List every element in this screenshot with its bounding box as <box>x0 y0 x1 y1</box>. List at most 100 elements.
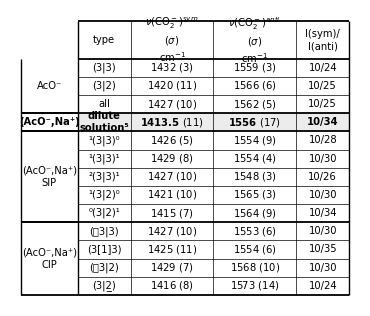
Bar <box>78 222 131 240</box>
Bar <box>131 186 213 204</box>
Text: type: type <box>93 35 115 45</box>
Text: 10/25: 10/25 <box>308 99 337 109</box>
Bar <box>213 258 296 277</box>
Bar <box>131 131 213 149</box>
Bar <box>213 131 296 149</box>
Text: AcO⁻: AcO⁻ <box>37 81 62 91</box>
Bar <box>213 168 296 186</box>
Text: 1427 $\mathit{(10)}$: 1427 $\mathit{(10)}$ <box>147 225 197 238</box>
Text: 1573 $\mathit{(14)}$: 1573 $\mathit{(14)}$ <box>230 279 280 292</box>
Text: 1553 $\mathit{(6)}$: 1553 $\mathit{(6)}$ <box>233 225 277 238</box>
Text: 1426 $\mathit{(5)}$: 1426 $\mathit{(5)}$ <box>150 134 194 147</box>
Text: 1565 $\mathit{(3)}$: 1565 $\mathit{(3)}$ <box>233 188 277 202</box>
Text: 10/30: 10/30 <box>309 154 337 164</box>
Bar <box>213 95 296 113</box>
Bar <box>78 258 131 277</box>
Text: (AcO⁻,Na⁺): (AcO⁻,Na⁺) <box>19 117 80 127</box>
Bar <box>213 186 296 204</box>
Bar <box>78 277 131 295</box>
Bar <box>213 240 296 258</box>
Bar <box>296 131 349 149</box>
Bar <box>296 186 349 204</box>
Text: ¹(3|2)⁰: ¹(3|2)⁰ <box>88 190 120 200</box>
Bar <box>131 95 213 113</box>
Text: 1427 $\mathit{(10)}$: 1427 $\mathit{(10)}$ <box>147 170 197 183</box>
Bar <box>296 168 349 186</box>
Text: 10/30: 10/30 <box>309 226 337 236</box>
Bar <box>213 277 296 295</box>
Bar <box>131 77 213 95</box>
Bar <box>296 258 349 277</box>
Text: 1562 $\mathit{(5)}$: 1562 $\mathit{(5)}$ <box>233 98 277 111</box>
Text: 1427 $\mathit{(10)}$: 1427 $\mathit{(10)}$ <box>147 98 197 111</box>
Text: 1420 $\mathit{(11)}$: 1420 $\mathit{(11)}$ <box>147 79 197 93</box>
Text: 1566 $\mathit{(6)}$: 1566 $\mathit{(6)}$ <box>233 79 277 93</box>
Bar <box>296 149 349 168</box>
Text: ²(3|3)¹: ²(3|3)¹ <box>88 172 120 182</box>
Text: ¹(3|3)¹: ¹(3|3)¹ <box>88 153 120 164</box>
Text: 10/24: 10/24 <box>309 281 337 291</box>
Text: 10/30: 10/30 <box>309 190 337 200</box>
Text: 10/24: 10/24 <box>309 63 337 73</box>
Text: (3|2): (3|2) <box>89 262 119 273</box>
Bar <box>78 59 131 77</box>
Text: ¹(3|3)⁰: ¹(3|3)⁰ <box>88 135 120 146</box>
Bar <box>131 258 213 277</box>
Text: dilute
solution⁵: dilute solution⁵ <box>79 112 129 133</box>
Text: 10/30: 10/30 <box>309 263 337 273</box>
Text: 1564 $\mathit{(9)}$: 1564 $\mathit{(9)}$ <box>233 207 277 220</box>
Bar <box>131 240 213 258</box>
Bar <box>131 168 213 186</box>
Text: (3[1]3): (3[1]3) <box>87 245 121 254</box>
Bar <box>213 222 296 240</box>
Text: 10/26: 10/26 <box>308 172 337 182</box>
Text: (3|3): (3|3) <box>90 226 119 237</box>
Bar <box>296 204 349 222</box>
Text: 1432 $\mathit{(3)}$: 1432 $\mathit{(3)}$ <box>150 61 194 74</box>
Bar <box>131 222 213 240</box>
Text: $\nu$(CO$_2^-$)$^{sym}$
$(\sigma)$
cm$^{-1}$: $\nu$(CO$_2^-$)$^{sym}$ $(\sigma)$ cm$^{… <box>145 15 199 64</box>
Bar <box>296 222 349 240</box>
Bar <box>213 59 296 77</box>
Bar <box>131 59 213 77</box>
Bar <box>296 59 349 77</box>
Bar <box>78 95 131 113</box>
Text: all: all <box>98 99 110 109</box>
Text: 1556 $\mathit{(17)}$: 1556 $\mathit{(17)}$ <box>228 116 281 129</box>
Text: (3|3): (3|3) <box>92 63 116 73</box>
Text: (AcO⁻,Na⁺)
CIP: (AcO⁻,Na⁺) CIP <box>21 247 77 270</box>
Bar <box>213 149 296 168</box>
Text: 10/28: 10/28 <box>309 136 337 145</box>
Text: 1559 $\mathit{(3)}$: 1559 $\mathit{(3)}$ <box>233 61 276 74</box>
Bar <box>78 113 131 131</box>
Bar <box>296 240 349 258</box>
Text: 1429 $\mathit{(8)}$: 1429 $\mathit{(8)}$ <box>150 152 194 165</box>
Text: 1554 $\mathit{(4)}$: 1554 $\mathit{(4)}$ <box>233 152 277 165</box>
Bar <box>131 113 213 131</box>
Text: 1548 $\mathit{(3)}$: 1548 $\mathit{(3)}$ <box>233 170 277 183</box>
Text: 1425 $\mathit{(11)}$: 1425 $\mathit{(11)}$ <box>147 243 197 256</box>
Bar <box>213 204 296 222</box>
Bar <box>296 277 349 295</box>
Bar <box>78 21 349 59</box>
Text: 10/34: 10/34 <box>309 208 337 218</box>
Bar <box>213 113 296 131</box>
Bar <box>131 204 213 222</box>
Bar <box>78 168 131 186</box>
Bar <box>296 77 349 95</box>
Text: (3|2): (3|2) <box>92 81 116 91</box>
Text: 1429 $\mathit{(7)}$: 1429 $\mathit{(7)}$ <box>150 261 194 274</box>
Text: 1554 $\mathit{(9)}$: 1554 $\mathit{(9)}$ <box>233 134 277 147</box>
Bar <box>131 149 213 168</box>
Bar <box>78 149 131 168</box>
Bar <box>213 77 296 95</box>
Bar <box>78 186 131 204</box>
Text: 1421 $\mathit{(10)}$: 1421 $\mathit{(10)}$ <box>147 188 197 202</box>
Text: 1554 $\mathit{(6)}$: 1554 $\mathit{(6)}$ <box>233 243 277 256</box>
Bar <box>78 204 131 222</box>
Text: (AcO⁻,Na⁺)
SIP: (AcO⁻,Na⁺) SIP <box>21 166 77 188</box>
Bar <box>296 113 349 131</box>
Text: ⁰(3|2)¹: ⁰(3|2)¹ <box>88 208 120 218</box>
Text: 1568 $\mathit{(10)}$: 1568 $\mathit{(10)}$ <box>230 261 280 274</box>
Text: I(sym)/
I(anti): I(sym)/ I(anti) <box>305 29 340 51</box>
